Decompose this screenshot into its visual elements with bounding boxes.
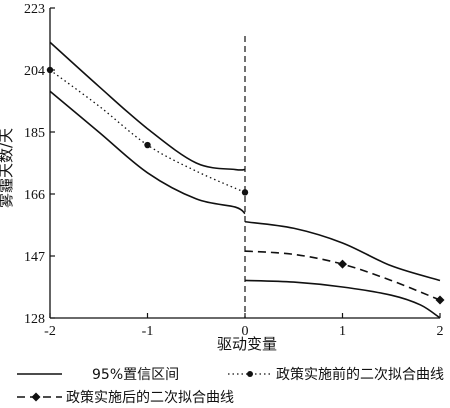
- tick-marks: 128 147 166 185 204 223 -2 -1 0 1 2: [24, 2, 444, 339]
- x-tick-label: 2: [437, 324, 444, 339]
- markers-layer: [46, 66, 445, 305]
- y-tick-label: 147: [24, 250, 45, 265]
- x-tick-label: 1: [339, 324, 346, 339]
- y-tick-label: 185: [24, 126, 45, 141]
- y-tick-label: 128: [24, 312, 45, 327]
- series-ci-lower-right: [244, 279, 441, 319]
- y-tick-label: 204: [24, 64, 45, 79]
- legend: 95%置信区间 政策实施前的二次拟合曲线 政策实施后的二次拟合曲线: [17, 366, 444, 406]
- legend-before-marker: [247, 371, 253, 377]
- series-before: [49, 69, 246, 193]
- x-tick-label: -2: [44, 324, 56, 339]
- series-after: [244, 250, 441, 301]
- marker-before: [46, 66, 54, 74]
- legend-after-marker: [31, 392, 41, 402]
- x-tick-label: 0: [242, 324, 249, 339]
- y-tick-label: 166: [24, 188, 45, 203]
- marker-after: [435, 295, 445, 305]
- marker-before: [144, 141, 151, 149]
- marker-after: [338, 259, 347, 269]
- x-tick-label: -1: [142, 324, 154, 339]
- legend-after-label: 政策实施后的二次拟合曲线: [66, 389, 234, 406]
- series-ci-upper-right: [244, 220, 441, 282]
- x-axis-label: 驱动变量: [217, 335, 277, 353]
- legend-ci-label: 95%置信区间: [92, 367, 179, 383]
- series-ci-upper-left: [49, 41, 246, 171]
- series-ci-lower-left: [49, 90, 246, 215]
- y-tick-label: 223: [24, 2, 45, 17]
- legend-before-label: 政策实施前的二次拟合曲线: [276, 366, 444, 383]
- axes: [49, 8, 440, 319]
- y-axis-label: 雾霾天数/天: [0, 128, 15, 208]
- marker-before: [241, 189, 249, 196]
